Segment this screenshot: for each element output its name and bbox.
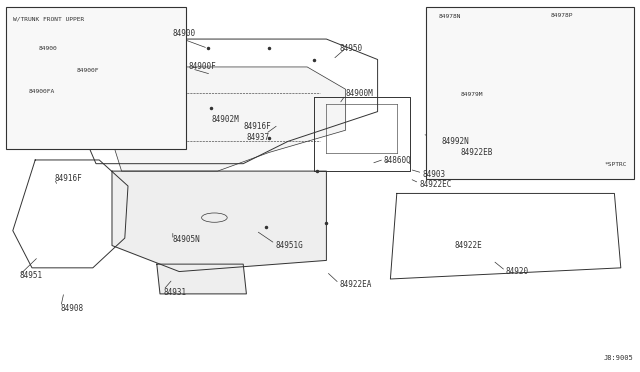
Text: 84916F: 84916F	[243, 122, 271, 131]
Text: *SPTRC: *SPTRC	[605, 163, 627, 167]
Polygon shape	[109, 67, 346, 171]
FancyBboxPatch shape	[426, 7, 634, 179]
Text: 84922E: 84922E	[454, 241, 482, 250]
Polygon shape	[157, 264, 246, 294]
Text: J8:9005: J8:9005	[604, 355, 634, 361]
Text: 84951G: 84951G	[275, 241, 303, 250]
Text: 84900F: 84900F	[77, 68, 99, 73]
Text: 84860Q: 84860Q	[384, 155, 412, 164]
Text: 84978N: 84978N	[438, 14, 461, 19]
Text: 84992N: 84992N	[442, 137, 469, 146]
Text: 84979M: 84979M	[461, 92, 483, 97]
Text: 84916F: 84916F	[54, 174, 82, 183]
Text: 84903: 84903	[422, 170, 445, 179]
Text: 84900: 84900	[173, 29, 196, 38]
Text: 84951: 84951	[19, 271, 42, 280]
Text: 84905N: 84905N	[173, 235, 200, 244]
Text: 84900FA: 84900FA	[29, 89, 55, 94]
Text: 84922EA: 84922EA	[339, 280, 372, 289]
Text: 84900F: 84900F	[189, 62, 216, 71]
Text: 84900M: 84900M	[346, 89, 373, 97]
Text: 84922EB: 84922EB	[461, 148, 493, 157]
Text: 84937: 84937	[246, 133, 269, 142]
Text: 84950: 84950	[339, 44, 362, 53]
FancyBboxPatch shape	[6, 7, 186, 149]
Text: 84931: 84931	[163, 288, 186, 296]
Text: 84908: 84908	[61, 304, 84, 313]
Text: 84922EC: 84922EC	[419, 180, 452, 189]
Text: 84900: 84900	[38, 46, 57, 51]
Text: 84920: 84920	[506, 267, 529, 276]
Text: 84978P: 84978P	[550, 13, 573, 18]
Text: 84902M: 84902M	[211, 115, 239, 124]
Text: W/TRUNK FRONT UPPER: W/TRUNK FRONT UPPER	[13, 17, 84, 22]
Polygon shape	[112, 171, 326, 272]
